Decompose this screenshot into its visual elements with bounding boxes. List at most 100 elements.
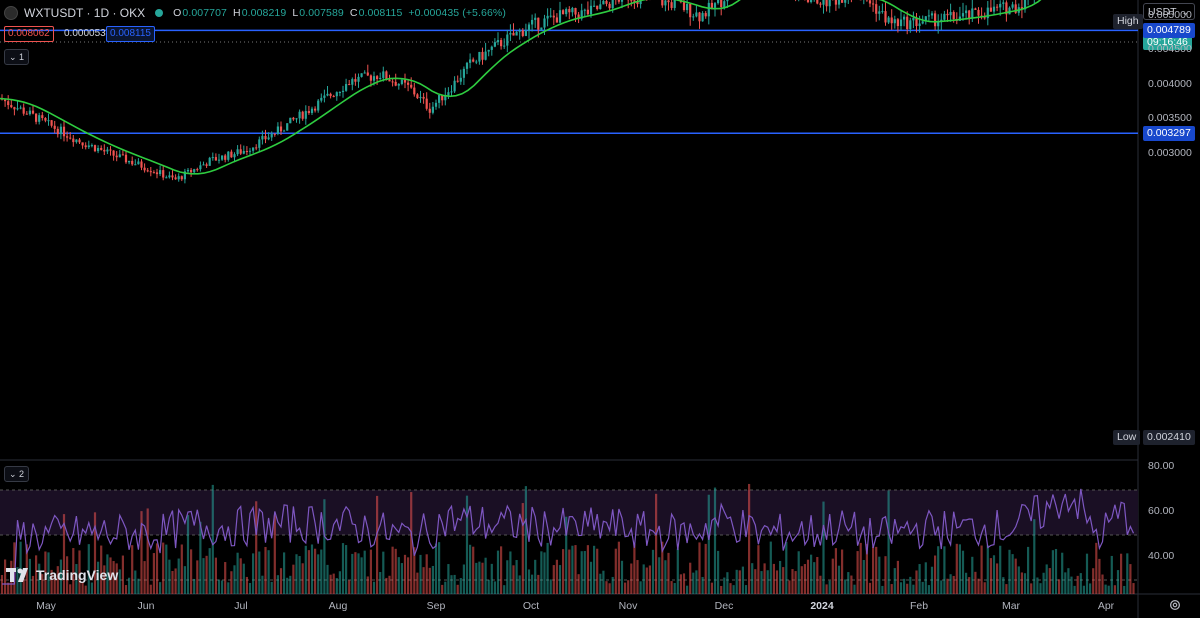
- volume-bar: [59, 559, 62, 594]
- time-axis-label: Nov: [618, 600, 638, 612]
- candle-body: [72, 138, 75, 143]
- candle-body: [596, 5, 599, 10]
- candle-body: [503, 45, 506, 47]
- volume-bar: [434, 543, 438, 594]
- volume-bar: [568, 549, 571, 594]
- volume-bar: [481, 562, 484, 594]
- ohlc-key: L: [292, 7, 299, 19]
- candle-body: [255, 147, 258, 149]
- buy-price-button[interactable]: 0.008115: [106, 26, 155, 42]
- volume-bar: [720, 585, 723, 594]
- candle-body: [100, 148, 103, 150]
- volume-bar: [1014, 558, 1017, 594]
- candle-body: [357, 76, 360, 82]
- candle-body: [698, 12, 701, 22]
- volume-bar: [242, 563, 245, 594]
- sell-price-button[interactable]: 0.008062: [4, 26, 54, 42]
- candle-body: [425, 98, 428, 109]
- candle-body: [617, 0, 620, 2]
- volume-bar: [738, 570, 741, 594]
- gear-icon[interactable]: [1168, 598, 1182, 612]
- volume-bar: [1079, 573, 1082, 594]
- volume-bar: [255, 501, 258, 594]
- volume-bar: [90, 582, 93, 594]
- volume-bar: [441, 584, 444, 594]
- volume-bar: [986, 545, 989, 594]
- volume-bar: [493, 581, 496, 594]
- candle-body: [307, 111, 310, 113]
- pane-1-collapse-button[interactable]: ⌄ 1: [4, 49, 30, 65]
- volume-bar: [828, 580, 831, 594]
- volume-bar: [31, 575, 35, 594]
- volume-bar: [326, 564, 329, 594]
- symbol-title[interactable]: WXTUSDT · 1D · OKX: [24, 6, 146, 20]
- candle-body: [636, 1, 639, 5]
- volume-bar: [509, 551, 512, 594]
- volume-bar: [84, 585, 87, 594]
- candle-body: [481, 51, 484, 60]
- candle-body: [292, 117, 295, 120]
- tradingview-logo[interactable]: TradingView: [6, 567, 118, 583]
- volume-bar: [1061, 552, 1064, 594]
- volume-bar: [214, 557, 217, 594]
- candle-body: [834, 0, 837, 5]
- volume-bar: [50, 569, 53, 594]
- candle-body: [1020, 7, 1023, 10]
- candle-body: [159, 170, 162, 175]
- volume-bar: [692, 572, 695, 594]
- volume-bar: [248, 582, 252, 594]
- volume-bar: [704, 543, 707, 594]
- volume-bar: [915, 570, 918, 594]
- volume-bar: [391, 546, 394, 594]
- candle-body: [211, 157, 214, 159]
- candle-body: [35, 113, 38, 122]
- candle-body: [115, 155, 118, 158]
- volume-bar: [177, 558, 180, 594]
- candle-body: [450, 91, 453, 93]
- candle-body: [537, 17, 540, 30]
- volume-bar: [338, 571, 341, 594]
- candle-body: [689, 3, 692, 18]
- volume-bar: [890, 584, 893, 594]
- candle-body: [704, 13, 707, 17]
- candle-body: [989, 7, 992, 12]
- candle-body: [345, 84, 348, 91]
- candle-body: [459, 77, 462, 82]
- candle-body: [692, 16, 695, 18]
- volume-bar: [4, 559, 7, 594]
- candle-body: [227, 151, 230, 160]
- volume-bar: [28, 558, 31, 594]
- candle-body: [323, 95, 326, 98]
- pane-2-collapse-button[interactable]: ⌄ 2: [4, 466, 30, 482]
- candle-body: [165, 177, 168, 179]
- candle-body: [140, 161, 143, 168]
- volume-bar: [552, 565, 555, 594]
- candle-body: [69, 137, 72, 139]
- candle-body: [521, 30, 524, 36]
- candle-body: [329, 93, 332, 97]
- candle-body: [444, 95, 447, 101]
- candle-body: [512, 32, 515, 36]
- volume-bar: [940, 580, 943, 594]
- candle-body: [1002, 2, 1005, 4]
- candle-body: [841, 0, 844, 3]
- candle-body: [193, 169, 196, 173]
- candle-body: [351, 79, 354, 85]
- candle-body: [310, 108, 314, 113]
- volume-bar: [385, 577, 388, 594]
- candle-body: [7, 101, 10, 106]
- volume-bar: [624, 582, 627, 594]
- candle-body: [233, 154, 236, 158]
- candle-body: [887, 17, 890, 23]
- currency-select[interactable]: USDT ⌄: [1143, 3, 1195, 20]
- volume-bar: [221, 580, 224, 594]
- volume-bar: [698, 542, 701, 594]
- volume-bar: [128, 577, 131, 594]
- volume-bar: [475, 562, 478, 594]
- candle-body: [903, 16, 906, 20]
- volume-bar: [1101, 574, 1104, 594]
- candle-body: [611, 0, 614, 9]
- candle-body: [543, 18, 546, 28]
- volume-bar: [543, 552, 546, 594]
